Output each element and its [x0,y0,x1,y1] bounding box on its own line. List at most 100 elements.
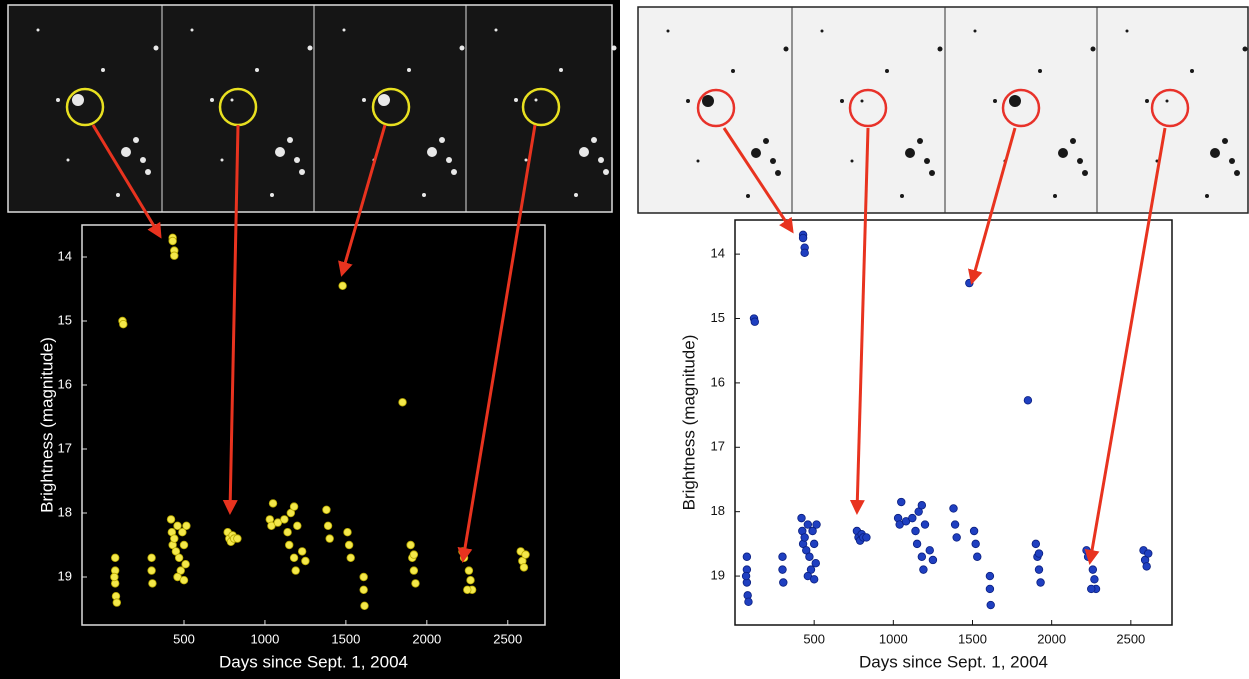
star [275,147,285,157]
data-point [170,251,179,260]
data-point [297,547,307,556]
star [422,193,426,197]
data-point [346,553,355,562]
star [459,45,465,51]
star [763,138,769,144]
star [1242,46,1248,52]
data-point [322,505,331,514]
target-circle [696,88,736,128]
data-point [174,553,184,562]
data-point [920,520,930,529]
data-point [168,236,177,246]
star [1009,95,1021,107]
data-point [289,502,299,511]
y-tick-label: 14 [58,248,72,263]
star [1125,29,1129,33]
data-point [1088,565,1098,574]
data-point [803,520,813,529]
star [900,194,904,198]
star [603,169,609,175]
star [514,98,518,102]
star [494,28,498,32]
data-point [809,539,819,549]
data-point [1142,562,1151,571]
star [133,137,139,143]
star [746,194,750,198]
star [427,147,437,157]
star [210,98,214,102]
star [378,94,390,106]
data-point [778,565,787,574]
data-point [301,556,310,566]
data-point [1031,539,1041,549]
star [342,28,346,32]
data-point [411,579,420,588]
star [1053,194,1057,198]
star [574,193,578,197]
star [36,28,40,32]
data-point [338,281,347,290]
data-point [343,528,352,537]
data-point [179,540,189,550]
data-point [179,576,189,585]
plot-frame [81,224,546,626]
star [121,147,131,157]
star [230,98,234,102]
star [56,98,60,102]
data-point [1144,549,1153,558]
star [840,99,844,103]
star [611,45,617,51]
star [101,68,105,72]
target-circle [521,87,561,127]
x-axis-label: Days since Sept. 1, 2004 [859,652,1048,671]
data-point [280,515,289,524]
x-tick-label: 1000 [250,631,279,646]
chart: 500 1000 1500 2000 2500 14 15 16 17 18 19 Days sinc… [37,224,546,671]
star [407,68,411,72]
star [153,45,159,51]
data-point [928,555,938,565]
arrow [849,127,870,515]
star [1077,158,1083,164]
data-point [112,598,122,607]
star [1090,46,1096,52]
arrow [91,124,162,239]
star [775,170,781,176]
y-tick-label: 17 [711,439,725,454]
star [820,29,824,33]
y-tick-label: 14 [711,246,725,261]
data-point [360,601,369,610]
data-point [912,539,922,549]
star [287,137,293,143]
arrow [968,127,1017,285]
star [1145,99,1149,103]
star [702,95,714,107]
star [917,138,923,144]
data-point [463,585,472,594]
target-circle [1001,88,1041,128]
data-point [521,550,530,559]
data-point [289,553,299,562]
star [140,157,146,163]
star [1222,138,1228,144]
left-image-strip [7,4,613,213]
data-point [897,497,906,507]
data-point [293,521,302,530]
y-tick-label: 16 [711,374,725,389]
data-point [985,571,995,581]
data-point [908,513,917,523]
data-point [233,534,242,543]
data-point [949,504,958,513]
star [905,148,915,158]
star [145,169,151,175]
data-point [519,563,529,572]
data-point [268,499,278,508]
star [924,158,930,164]
star [307,45,313,51]
star [534,98,538,102]
star [850,159,854,163]
data-point [919,565,928,574]
right-image-strip [637,6,1249,214]
arrow [1084,127,1167,565]
data-point [812,520,821,529]
